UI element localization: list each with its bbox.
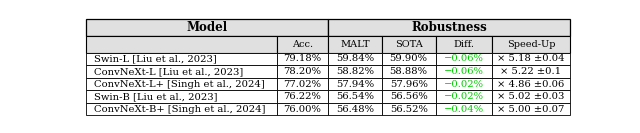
Text: × 5.18 ±0.04: × 5.18 ±0.04 [497,55,565,63]
Text: × 5.22 ±0.1: × 5.22 ±0.1 [500,67,562,76]
Text: Acc.: Acc. [292,40,313,49]
Text: ConvNeXt-L [Liu et al., 2023]: ConvNeXt-L [Liu et al., 2023] [93,67,243,76]
Text: −0.02%: −0.02% [444,80,484,88]
Text: MALT: MALT [340,40,370,49]
Bar [86,90,277,103]
Bar [328,103,382,115]
Bar [382,78,436,90]
Text: −0.06%: −0.06% [444,55,484,63]
Bar [86,65,277,78]
Text: SOTA: SOTA [395,40,422,49]
Bar [436,65,492,78]
Text: 77.02%: 77.02% [284,80,321,88]
Bar [86,36,277,53]
Text: Model: Model [186,21,228,34]
Text: 57.94%: 57.94% [336,80,374,88]
Text: × 4.86 ±0.06: × 4.86 ±0.06 [497,80,564,88]
Text: 56.52%: 56.52% [390,105,428,114]
Bar [436,36,492,53]
Bar [436,90,492,103]
Bar [328,36,382,53]
Bar [328,19,570,36]
Bar [382,36,436,53]
Bar [86,19,328,36]
Bar [86,53,277,65]
Text: 56.56%: 56.56% [390,92,428,101]
Text: 58.88%: 58.88% [390,67,428,76]
Bar [277,90,328,103]
Text: 59.90%: 59.90% [390,55,428,63]
Bar [492,103,570,115]
Bar [328,78,382,90]
Bar [382,103,436,115]
Bar [382,90,436,103]
Bar [492,90,570,103]
Text: −0.02%: −0.02% [444,92,484,101]
Text: × 5.00 ±0.07: × 5.00 ±0.07 [497,105,564,114]
Text: 59.84%: 59.84% [336,55,374,63]
Text: Diff.: Diff. [453,40,474,49]
Bar [436,53,492,65]
Bar [86,103,277,115]
Bar [382,65,436,78]
Text: 78.20%: 78.20% [284,67,321,76]
Bar [328,90,382,103]
Bar [277,78,328,90]
Bar [328,53,382,65]
Text: 76.00%: 76.00% [284,105,321,114]
Text: −0.04%: −0.04% [444,105,484,114]
Bar [492,78,570,90]
Bar [436,78,492,90]
Bar [277,65,328,78]
Bar [436,103,492,115]
Bar [277,53,328,65]
Text: 56.48%: 56.48% [336,105,374,114]
Bar [492,65,570,78]
Text: ConvNeXt-L+ [Singh et al., 2024]: ConvNeXt-L+ [Singh et al., 2024] [93,80,264,88]
Text: 58.82%: 58.82% [336,67,374,76]
Text: 56.54%: 56.54% [336,92,374,101]
Bar [492,36,570,53]
Bar [382,53,436,65]
Text: 76.22%: 76.22% [284,92,321,101]
Text: Swin-L [Liu et al., 2023]: Swin-L [Liu et al., 2023] [93,55,216,63]
Text: −0.06%: −0.06% [444,67,484,76]
Text: Speed-Up: Speed-Up [507,40,556,49]
Text: Swin-B [Liu et al., 2023]: Swin-B [Liu et al., 2023] [93,92,217,101]
Text: × 5.02 ±0.03: × 5.02 ±0.03 [497,92,564,101]
Bar [86,78,277,90]
Text: 57.96%: 57.96% [390,80,428,88]
Text: Robustness: Robustness [411,21,487,34]
Bar [277,36,328,53]
Text: 79.18%: 79.18% [284,55,321,63]
Bar [277,103,328,115]
Bar [492,53,570,65]
Bar [328,65,382,78]
Text: ConvNeXt-B+ [Singh et al., 2024]: ConvNeXt-B+ [Singh et al., 2024] [93,105,265,114]
